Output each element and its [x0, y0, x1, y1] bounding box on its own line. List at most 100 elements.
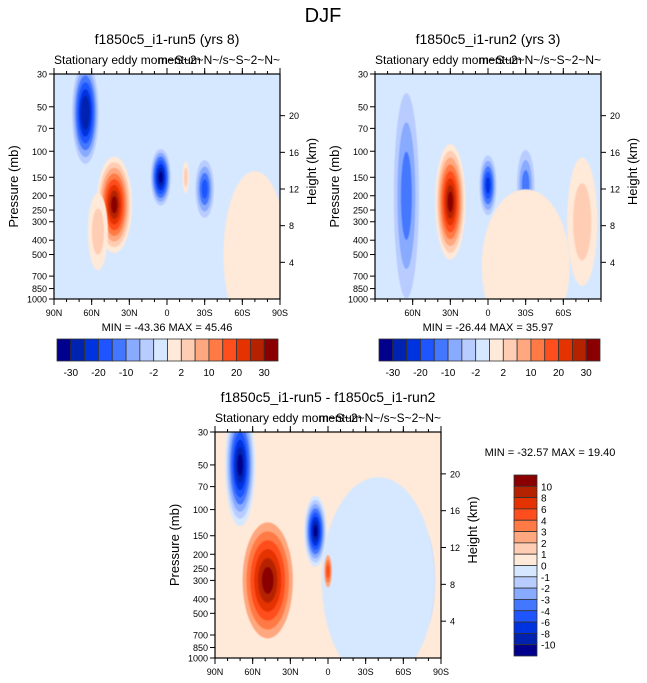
contour-level: [261, 567, 274, 594]
y-tick-label: 50: [198, 460, 208, 470]
colorbar-box: [447, 338, 463, 362]
y-tick-label: 850: [353, 284, 368, 294]
y-tick-label: 700: [32, 272, 47, 282]
panel-diff: f1850c5_i1-run5 - f1850c5_i1-run2 Station…: [167, 389, 616, 677]
colorbar-label: 30: [259, 368, 271, 379]
colorbar-label: -30: [64, 368, 79, 379]
colorbar-box: [513, 576, 538, 589]
colorbar-box: [513, 599, 538, 612]
colorbar-box: [513, 519, 538, 532]
y-tick-label: 1000: [348, 295, 368, 305]
y-tick-label: 300: [353, 217, 368, 227]
min-max-label: MIN = -43.36 MAX = 45.46: [102, 322, 233, 334]
page-title: DJF: [305, 5, 342, 27]
panel-units: m~S~2~N~/s~S~2~N~: [158, 53, 280, 67]
contour-level: [321, 477, 435, 658]
x-tick-label: 30S: [518, 308, 534, 318]
panel-subtitle: Stationary eddy momentum: [215, 411, 362, 425]
colorbar-label: 2: [541, 539, 547, 550]
colorbar-label: -2: [541, 584, 550, 595]
y-tick-label: 150: [32, 173, 47, 183]
y-tick-label: 100: [32, 147, 47, 157]
y-axis-label: Pressure (mb): [327, 145, 342, 227]
y2-axis-label: Height (km): [304, 138, 319, 205]
y2-tick-label: 20: [289, 111, 299, 121]
panel-run2: f1850c5_i1-run2 (yrs 3) Stationary eddy m…: [327, 31, 640, 379]
contour-field: [54, 74, 280, 299]
y-tick-label: 30: [198, 428, 208, 438]
colorbar-box: [461, 338, 477, 362]
y-axis-label: Pressure (mb): [6, 145, 21, 227]
contour-level: [447, 191, 453, 213]
colorbar-label: -8: [541, 629, 550, 640]
x-tick-label: 30N: [121, 308, 138, 318]
y-tick-label: 50: [37, 102, 47, 112]
y2-tick-label: 8: [289, 221, 294, 231]
colorbar-box: [513, 497, 538, 510]
colorbar-box: [153, 338, 168, 362]
x-tick-label: 30S: [197, 308, 213, 318]
colorbar-label: 20: [553, 368, 565, 379]
y2-tick-label: 20: [610, 111, 620, 121]
y2-axis-label: Height (km): [625, 138, 640, 205]
x-tick-label: 60S: [234, 308, 250, 318]
panel-title: f1850c5_i1-run5 (yrs 8): [95, 31, 240, 47]
y-tick-label: 1000: [188, 654, 208, 664]
y2-tick-label: 4: [610, 258, 615, 268]
colorbar-box: [544, 338, 559, 362]
colorbar-box: [516, 338, 532, 362]
y-tick-label: 400: [193, 594, 208, 604]
y-tick-label: 70: [358, 124, 368, 134]
colorbar-label: 3: [541, 528, 547, 539]
colorbar-label: 2: [501, 368, 507, 379]
y-tick-label: 300: [32, 217, 47, 227]
colorbar-label: 6: [541, 505, 547, 516]
colorbar-label: -30: [386, 368, 401, 379]
colorbar-label: 1: [541, 550, 547, 561]
colorbar-label: 30: [581, 368, 593, 379]
y-tick-label: 500: [193, 609, 208, 619]
colorbar-box: [513, 553, 538, 566]
contour-level: [223, 171, 280, 299]
colorbar-box: [513, 474, 538, 487]
y-tick-label: 150: [193, 531, 208, 541]
y-tick-label: 500: [353, 250, 368, 260]
y2-tick-label: 8: [450, 580, 455, 590]
y-tick-label: 200: [193, 550, 208, 560]
colorbar-box: [180, 338, 196, 362]
colorbar-box: [236, 338, 251, 362]
colorbar-box: [378, 338, 394, 362]
panel-title: f1850c5_i1-run5 - f1850c5_i1-run2: [221, 389, 436, 405]
contour-level: [326, 564, 330, 579]
colorbar-label: 8: [541, 494, 547, 505]
min-max-label: MIN = -32.57 MAX = 19.40: [485, 447, 616, 459]
y-tick-label: 30: [37, 70, 47, 80]
colorbar-box: [530, 338, 546, 362]
y-tick-label: 700: [193, 631, 208, 641]
colorbar-box: [513, 644, 538, 657]
x-tick-label: 60N: [83, 308, 100, 318]
colorbar-box: [513, 587, 538, 600]
colorbar-box: [513, 621, 538, 634]
x-tick-label: 0: [325, 667, 330, 677]
colorbar-box: [194, 338, 210, 362]
y-tick-label: 100: [193, 505, 208, 515]
y-tick-label: 400: [353, 236, 368, 246]
contour-level: [485, 177, 491, 194]
panel-subtitle: Stationary eddy momentum: [375, 53, 522, 67]
colorbar-box: [475, 338, 490, 362]
contour-level: [111, 196, 118, 214]
x-tick-label: 60S: [395, 667, 411, 677]
colorbar-box: [139, 338, 155, 362]
y-tick-label: 100: [353, 147, 368, 157]
y-tick-label: 30: [358, 70, 368, 80]
colorbar-label: 10: [541, 482, 553, 493]
contour-field: [215, 432, 441, 658]
colorbar-label: -2: [471, 368, 480, 379]
colorbar-label: -10: [541, 641, 556, 652]
x-tick-label: 30N: [442, 308, 459, 318]
colorbar-box: [433, 338, 449, 362]
y-tick-label: 250: [193, 564, 208, 574]
colorbar-label: 10: [525, 368, 537, 379]
x-tick-label: 90N: [46, 308, 63, 318]
